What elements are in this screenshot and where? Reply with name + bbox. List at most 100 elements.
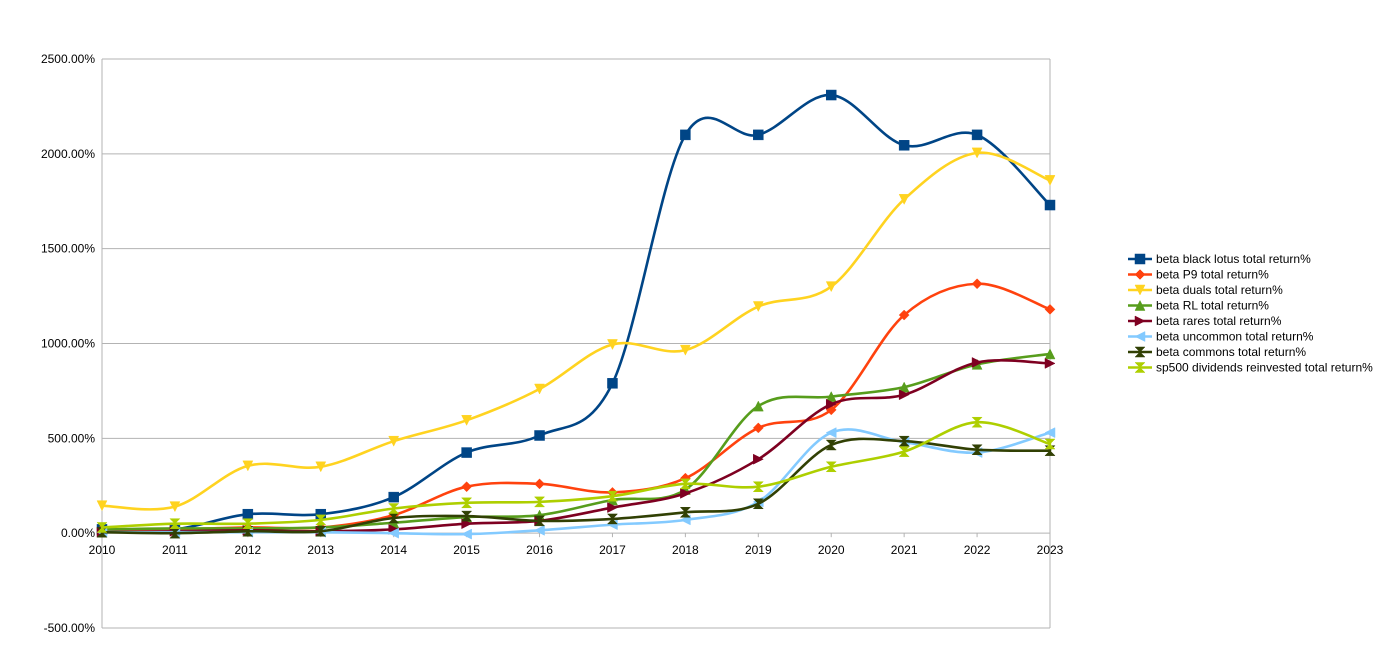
y-tick-label: 0.00% bbox=[61, 526, 95, 540]
x-tick-label: 2016 bbox=[526, 543, 553, 557]
series-6 bbox=[96, 435, 1056, 539]
data-point bbox=[242, 460, 254, 472]
data-point bbox=[1044, 358, 1056, 369]
legend-marker bbox=[1134, 331, 1146, 342]
data-point bbox=[753, 453, 764, 465]
data-point bbox=[388, 512, 400, 524]
data-point bbox=[971, 357, 983, 368]
data-point bbox=[752, 481, 764, 492]
x-tick-label: 2010 bbox=[89, 543, 116, 557]
legend-marker bbox=[1134, 284, 1146, 296]
data-point bbox=[607, 502, 619, 513]
data-point bbox=[461, 415, 473, 426]
x-tick-label: 2022 bbox=[964, 543, 991, 557]
data-point bbox=[169, 527, 181, 539]
legend-item: sp500 dividends reinvested total return% bbox=[1128, 361, 1373, 375]
x-tick-label: 2023 bbox=[1037, 543, 1064, 557]
legend-label: beta rares total return% bbox=[1156, 314, 1282, 328]
legend: beta black lotus total return% beta P9 to… bbox=[1128, 252, 1373, 375]
data-point bbox=[533, 515, 546, 527]
data-point bbox=[607, 378, 618, 389]
data-point bbox=[898, 309, 910, 321]
legend-item: beta black lotus total return% bbox=[1128, 252, 1311, 266]
y-tick-label: 500.00% bbox=[48, 431, 96, 445]
data-point bbox=[607, 339, 618, 351]
y-tick-label: 1000.00% bbox=[41, 337, 95, 351]
data-point bbox=[825, 427, 837, 439]
data-point bbox=[606, 513, 619, 525]
data-point bbox=[169, 501, 181, 513]
legend-item: beta commons total return% bbox=[1128, 345, 1306, 359]
x-tick-label: 2020 bbox=[818, 543, 845, 557]
data-point bbox=[461, 447, 472, 458]
legend-item: beta duals total return% bbox=[1128, 283, 1283, 297]
x-tick-label: 2014 bbox=[380, 543, 407, 557]
data-point bbox=[753, 129, 764, 141]
data-point bbox=[971, 278, 983, 290]
legend-label: beta commons total return% bbox=[1156, 345, 1306, 359]
series-line bbox=[100, 352, 1052, 531]
data-point bbox=[680, 487, 691, 499]
data-point bbox=[461, 497, 473, 509]
x-tick-label: 2011 bbox=[162, 543, 188, 557]
legend-item: beta rares total return% bbox=[1128, 314, 1282, 328]
legend-marker bbox=[1134, 253, 1146, 265]
data-point bbox=[96, 522, 108, 533]
legend-marker bbox=[1134, 299, 1146, 311]
x-tick-label: 2018 bbox=[672, 543, 699, 557]
y-tick-label: -500.00% bbox=[44, 621, 96, 635]
data-point bbox=[242, 508, 254, 520]
data-point bbox=[825, 439, 837, 451]
series-2 bbox=[96, 147, 1056, 513]
legend-item: beta RL total return% bbox=[1128, 299, 1269, 313]
data-point bbox=[679, 507, 691, 518]
series-layer bbox=[96, 89, 1056, 540]
data-point bbox=[1044, 348, 1056, 360]
data-point bbox=[242, 518, 254, 529]
legend-label: beta duals total return% bbox=[1156, 283, 1283, 297]
x-tick-label: 2012 bbox=[234, 543, 261, 557]
legend-marker bbox=[1134, 346, 1146, 358]
y-tick-label: 2000.00% bbox=[41, 147, 95, 161]
legend-label: beta black lotus total return% bbox=[1156, 252, 1311, 266]
data-point bbox=[534, 478, 545, 490]
data-point bbox=[752, 400, 764, 412]
legend-label: beta uncommon total return% bbox=[1156, 330, 1314, 344]
series-7 bbox=[96, 416, 1056, 533]
data-point bbox=[752, 422, 764, 434]
data-point bbox=[388, 491, 399, 503]
x-tick-label: 2019 bbox=[745, 543, 772, 557]
legend-item: beta uncommon total return% bbox=[1128, 330, 1314, 344]
data-point bbox=[971, 444, 983, 455]
x-tick-label: 2015 bbox=[453, 543, 480, 557]
data-point bbox=[825, 281, 837, 293]
x-tick-label: 2013 bbox=[307, 543, 334, 557]
x-tick-label: 2021 bbox=[891, 543, 918, 557]
data-point bbox=[533, 496, 546, 508]
y-tick-label: 1500.00% bbox=[41, 242, 95, 256]
data-point bbox=[971, 129, 983, 141]
data-point bbox=[461, 528, 472, 540]
data-point bbox=[1044, 175, 1056, 186]
data-point bbox=[461, 510, 473, 522]
data-point bbox=[898, 194, 910, 205]
legend-marker bbox=[1134, 269, 1146, 280]
data-point bbox=[461, 481, 472, 493]
series-line bbox=[100, 437, 1052, 535]
data-point bbox=[680, 129, 691, 141]
y-tick-label: 2500.00% bbox=[41, 52, 95, 66]
legend-label: beta P9 total return% bbox=[1156, 268, 1269, 282]
data-point bbox=[606, 490, 619, 502]
data-point bbox=[825, 89, 837, 101]
data-point bbox=[388, 435, 400, 447]
data-point bbox=[96, 500, 108, 512]
data-point bbox=[898, 140, 910, 151]
legend-item: beta P9 total return% bbox=[1128, 268, 1269, 282]
data-point bbox=[898, 446, 910, 457]
data-point bbox=[752, 301, 764, 313]
data-point bbox=[898, 435, 910, 447]
data-point bbox=[825, 461, 837, 473]
